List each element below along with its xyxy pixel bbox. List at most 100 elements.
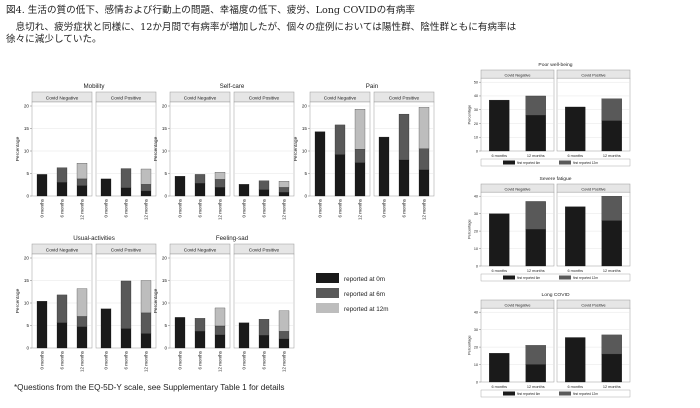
y-tick-label: 30	[474, 108, 478, 112]
bar-first-reported-6m	[489, 213, 510, 267]
x-tick-label: 12 months	[144, 198, 149, 220]
x-tick-label: 6 months	[124, 350, 129, 369]
bar-reported-at-12m	[278, 310, 290, 332]
legend-box	[480, 158, 631, 167]
y-tick-label: 0	[26, 346, 29, 351]
bar-reported-at-12m	[140, 280, 152, 314]
y-tick-label: 20	[474, 345, 478, 349]
y-tick-label: 20	[474, 122, 478, 126]
panel-label-covid-positive: Covid Positive	[581, 303, 605, 307]
figure-title: 図4. 生活の質の低下、感情および行動上の問題、幸福度の低下、疲労、Long C…	[6, 5, 415, 16]
y-tick-label: 0	[26, 194, 29, 199]
y-tick-label: 10	[162, 301, 168, 306]
x-tick-label: 12 months	[358, 198, 363, 220]
y-tick-label: 5	[164, 171, 167, 176]
bar-reported-at-6m	[56, 294, 68, 323]
x-tick-label: 0 months	[40, 350, 45, 369]
chart-usual-activities: Usual-activities Percentage 0 5 10 15 20 Covid …	[15, 235, 157, 372]
bar-reported-at-0m	[76, 326, 88, 349]
bar-reported-at-0m	[418, 169, 430, 197]
bar-first-reported-6m	[565, 206, 586, 267]
y-tick-label: 20	[162, 256, 168, 261]
legend-swatch	[316, 303, 339, 313]
x-tick-label: 12 months	[218, 350, 223, 372]
legend-swatch	[503, 391, 515, 396]
x-tick-label: 6 months	[567, 385, 583, 389]
x-tick-label: 12 months	[603, 269, 621, 273]
legend-label: reported at 6m	[344, 291, 385, 298]
y-tick-label: 40	[474, 194, 478, 198]
y-axis-label: Percentage	[293, 136, 299, 161]
bar-reported-at-0m	[140, 333, 152, 349]
x-tick-label: 0 months	[242, 350, 247, 369]
bar-first-reported-6m	[565, 106, 586, 152]
bar-reported-at-0m	[334, 154, 346, 197]
y-tick-label: 15	[162, 126, 168, 131]
x-tick-label: 0 months	[242, 198, 247, 217]
y-tick-label: 20	[24, 104, 30, 109]
bar-reported-at-0m	[194, 331, 206, 349]
y-axis-label: Percentage	[468, 219, 472, 239]
y-tick-label: 20	[24, 256, 30, 261]
bar-reported-at-6m	[354, 149, 366, 163]
y-axis-label: Percentage	[153, 288, 159, 313]
bar-first-reported-12m	[525, 345, 546, 365]
y-tick-label: 10	[474, 247, 478, 251]
bar-first-reported-6m	[601, 353, 622, 383]
legend-reported: reported at 0m reported at 6m reported at …	[316, 273, 388, 313]
y-tick-label: 0	[164, 346, 167, 351]
legend-swatch	[316, 288, 339, 298]
bar-reported-at-6m	[76, 316, 88, 327]
bar-reported-at-0m	[214, 334, 226, 349]
panel-label-covid-negative: Covid Negative	[505, 303, 531, 307]
chart-pain: Pain Percentage 0 5 10 15 20 Covid Negative 0 mo…	[293, 83, 435, 220]
bar-reported-at-0m	[258, 335, 270, 349]
bar-first-reported-6m	[565, 337, 586, 383]
y-tick-label: 5	[164, 323, 167, 328]
y-tick-label: 30	[474, 328, 478, 332]
x-tick-label: 6 months	[198, 350, 203, 369]
bar-first-reported-6m	[489, 353, 510, 383]
y-tick-label: 10	[302, 149, 308, 154]
legend-label: first reported 6m	[517, 161, 541, 165]
legend-swatch	[559, 160, 571, 165]
legend-label: reported at 0m	[344, 276, 385, 283]
legend-swatch	[503, 275, 515, 280]
bar-reported-at-12m	[76, 288, 88, 317]
figure-body-text: 息切れ、疲労症状と同様に、12か月間で有病率が増加したが、個々の症例においては陽…	[6, 21, 517, 46]
chart-title: Severe fatigue	[540, 176, 572, 182]
panel-label-covid-positive: Covid Positive	[249, 96, 280, 102]
x-tick-label: 6 months	[338, 198, 343, 217]
y-tick-label: 10	[162, 149, 168, 154]
y-tick-label: 20	[474, 229, 478, 233]
x-tick-label: 6 months	[262, 350, 267, 369]
bar-reported-at-6m	[76, 178, 88, 186]
chart-title: Feeling-sad	[216, 235, 249, 242]
x-tick-label: 6 months	[567, 269, 583, 273]
bar-first-reported-12m	[601, 196, 622, 221]
chart-poor-well-being: Poor well-being Percentage 0 10 20 30 40 50 Covi…	[468, 62, 631, 167]
bar-reported-at-0m	[100, 178, 112, 197]
y-tick-label: 40	[474, 310, 478, 314]
x-tick-label: 12 months	[282, 350, 287, 372]
y-tick-label: 0	[476, 264, 478, 268]
bar-reported-at-0m	[398, 159, 410, 197]
x-tick-label: 12 months	[527, 154, 545, 158]
x-tick-label: 12 months	[603, 154, 621, 158]
bar-reported-at-12m	[214, 172, 226, 180]
bar-reported-at-6m	[194, 174, 206, 184]
bar-reported-at-6m	[214, 325, 226, 336]
bar-reported-at-0m	[140, 190, 152, 197]
panel-label-covid-negative: Covid Negative	[505, 187, 531, 191]
x-tick-label: 6 months	[567, 154, 583, 158]
y-tick-label: 15	[302, 126, 308, 131]
bar-reported-at-0m	[100, 308, 112, 349]
panel-label-covid-positive: Covid Positive	[581, 187, 605, 191]
panel-label-covid-negative: Covid Negative	[324, 96, 357, 102]
y-tick-label: 0	[304, 194, 307, 199]
footnote: *Questions from the EQ-5D-Y scale, see S…	[14, 383, 285, 392]
x-tick-label: 12 months	[80, 198, 85, 220]
x-tick-label: 12 months	[527, 269, 545, 273]
bar-reported-at-6m	[194, 318, 206, 332]
